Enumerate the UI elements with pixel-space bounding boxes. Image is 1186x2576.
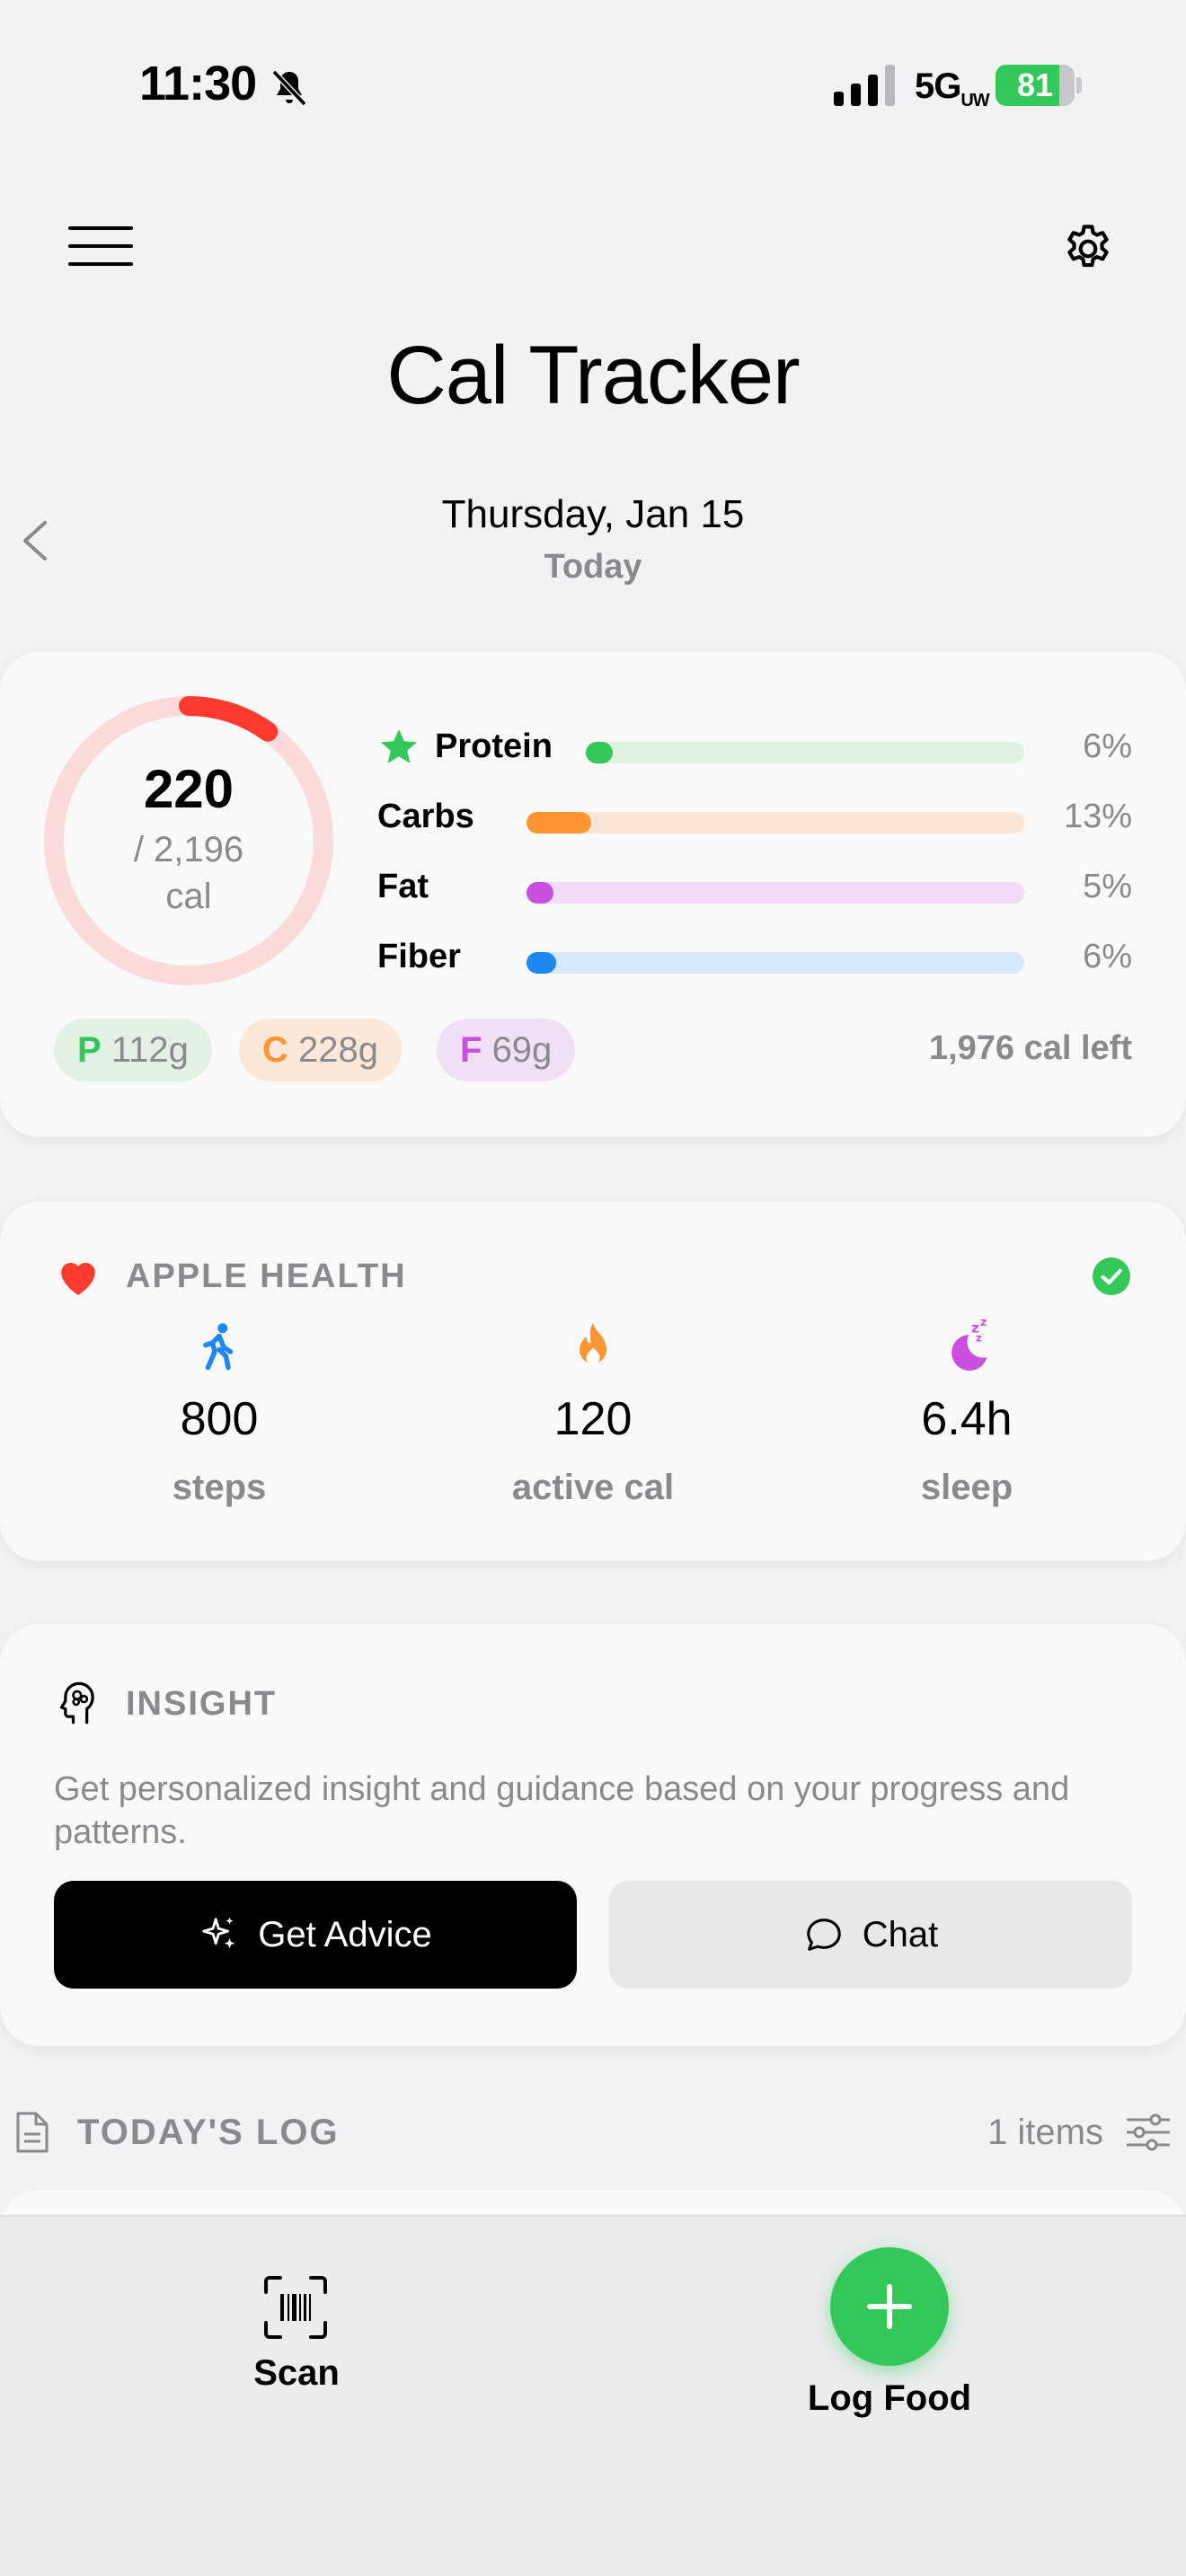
macro-label: Fat (377, 868, 429, 905)
bottom-action-bar (0, 2215, 1186, 2576)
insight-description: Get personalized insight and guidance ba… (54, 1770, 1070, 1851)
macro-row-protein: Protein 6% (377, 720, 1132, 774)
active-cal-value: 120 (553, 1393, 633, 1445)
network-type: 5GUW (915, 66, 990, 110)
active-cal-label: active cal (511, 1468, 675, 1507)
document-icon (16, 2112, 49, 2153)
menu-icon[interactable] (68, 225, 133, 268)
macro-fill (586, 742, 613, 763)
steps-metric: 800 steps (40, 1202, 399, 1561)
walk-icon (203, 1323, 234, 1371)
macro-percent: 6% (1083, 938, 1132, 975)
macro-percent: 13% (1063, 798, 1132, 835)
fat-grams-pill: F 69g (437, 1019, 576, 1081)
apple-health-card[interactable]: APPLE HEALTH 800 steps 120 active cal z … (0, 1202, 1186, 1561)
carbs-grams-pill: C 228g (239, 1019, 402, 1081)
check-circle-icon (1093, 1257, 1130, 1295)
calorie-summary-card[interactable]: 220 / 2,196 cal Protein 6% Carbs 13% Fat… (0, 652, 1186, 1137)
steps-value: 800 (180, 1393, 259, 1445)
macro-row-carbs: Carbs 13% (377, 790, 1132, 844)
heart-icon (61, 1262, 95, 1295)
macro-track (527, 882, 1024, 904)
log-food-label[interactable]: Log Food (807, 2378, 972, 2418)
sleep-value: 6.4h (921, 1393, 1013, 1445)
macro-track (527, 952, 1024, 974)
calorie-unit: cal (165, 877, 212, 916)
calorie-goal: / 2,196 (133, 830, 244, 869)
flame-icon (580, 1323, 606, 1365)
svg-text:z: z (971, 1320, 979, 1337)
battery-level: 81 (1016, 66, 1054, 103)
calorie-ring (44, 696, 333, 985)
chat-button[interactable]: Chat (609, 1881, 1132, 1989)
macro-row-fiber: Fiber 6% (377, 931, 1132, 984)
log-food-button[interactable] (830, 2247, 949, 2366)
macro-track (527, 812, 1024, 834)
insight-card: INSIGHT Get personalized insight and gui… (0, 1624, 1186, 2046)
macro-label: Fiber (377, 938, 461, 975)
macro-label: Carbs (377, 798, 474, 835)
scan-label[interactable]: Scan (253, 2353, 340, 2393)
steps-label: steps (172, 1468, 267, 1507)
macro-percent: 6% (1083, 728, 1132, 765)
battery-icon: 81 (996, 65, 1082, 106)
get-advice-label: Get Advice (258, 1914, 432, 1954)
macro-fill (527, 952, 557, 974)
date-label[interactable]: Thursday, Jan 15 (441, 492, 745, 536)
active-cal-metric: 120 active cal (413, 1202, 773, 1561)
get-advice-button[interactable]: Get Advice (54, 1881, 577, 1989)
macro-fill (527, 812, 592, 834)
page-title: Cal Tracker (386, 330, 800, 421)
protein-grams-pill: P 112g (54, 1019, 212, 1081)
barcode-scan-icon[interactable] (262, 2274, 329, 2341)
chat-bubble-icon (806, 1919, 841, 1951)
sparkles-icon (202, 1917, 235, 1949)
svg-text:z: z (980, 1317, 987, 1328)
chat-label: Chat (862, 1914, 939, 1954)
log-item-count: 1 items (987, 2113, 1103, 2152)
log-section-title: TODAY'S LOG (77, 2113, 340, 2152)
brain-head-icon (59, 1681, 94, 1725)
macro-percent: 5% (1083, 868, 1132, 905)
calories-consumed: 220 (143, 759, 235, 819)
sliders-icon[interactable] (1127, 2113, 1170, 2152)
status-time: 11:30 (139, 57, 257, 110)
chevron-left-icon[interactable] (20, 519, 50, 562)
sleep-label: sleep (920, 1468, 1013, 1507)
gear-icon[interactable] (1060, 221, 1116, 277)
star-icon (381, 729, 417, 763)
macro-fill (527, 882, 553, 904)
macro-track (586, 742, 1024, 763)
health-section-title: APPLE HEALTH (126, 1257, 407, 1295)
insight-section-title: INSIGHT (126, 1685, 278, 1723)
sleep-metric: z z z 6.4h sleep (787, 1202, 1146, 1561)
calories-remaining: 1,976 cal left (928, 1029, 1132, 1067)
calorie-ring-progress (44, 696, 333, 985)
macro-label: Protein (435, 728, 553, 765)
date-sub-label: Today (544, 548, 642, 586)
plus-icon (867, 2284, 912, 2329)
moon-icon: z z z (951, 1317, 987, 1371)
svg-text:z: z (976, 1333, 982, 1345)
macro-row-fat: Fat 5% (377, 860, 1132, 914)
bell-slash-icon (271, 69, 307, 107)
signal-icon (834, 65, 895, 106)
